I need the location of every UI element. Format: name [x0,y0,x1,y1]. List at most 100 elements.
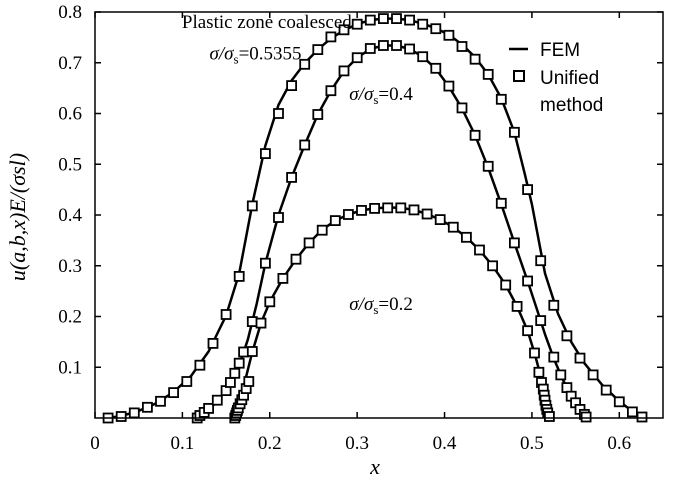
unified-marker [224,377,236,388]
text-layer: 0 0.1 0.2 0.3 0.4 0.5 0.6 0.1 0.2 0.3 0.4 0.5 0.6 0.7… [5,2,631,479]
unified-marker [460,231,472,243]
unified-marker [391,13,402,25]
unified-marker [364,43,376,54]
unified-marker [487,260,499,272]
unified-marker [469,53,481,65]
unified-marker [434,214,446,226]
unified-marker [482,69,494,80]
unified-marker [600,384,612,396]
unified-marker [316,224,328,236]
unified-marker [246,316,258,328]
unified-marker [299,58,311,70]
unified-marker [417,51,429,63]
unified-marker [511,300,523,312]
unified-marker [364,14,376,26]
unified-marker [325,31,337,43]
unified-marker [286,80,298,91]
unified-marker [495,93,507,105]
annotation-2: σ/σs=0.4 [349,84,413,107]
unified-marker [207,337,219,349]
unified-marker [404,43,416,55]
unified-marker [522,184,533,196]
unified-marker [141,401,153,413]
unified-marker [259,257,271,269]
unified-marker [356,204,367,216]
x-tick-label: 0.1 [171,433,195,454]
unified-marker [233,357,245,369]
unified-marker [408,204,420,216]
unified-marker [233,270,245,282]
x-axis-label: x [369,454,380,479]
unified-marker [522,275,533,287]
unified-marker [391,40,402,51]
unified-marker [369,202,381,214]
unified-marker [377,40,389,51]
unified-marker [273,108,284,119]
unified-marker [613,396,625,408]
plot-frame [94,11,664,419]
unified-marker [229,367,241,379]
unified-marker [351,18,363,30]
unified-marker [299,139,311,151]
unified-marker [338,24,350,36]
unified-marker [246,200,258,212]
unified-marker [535,315,547,327]
legend-marker-swatch [513,70,525,82]
unified-marker [430,23,442,35]
legend-label-unified: Unified method [540,68,604,116]
fem-line [107,17,643,420]
unified-marker [312,44,324,55]
x-tick-label: 0.2 [258,433,282,454]
unified-marker [443,80,455,92]
unified-marker [404,14,416,26]
unified-marker [533,366,545,378]
unified-marker [211,394,223,406]
unified-marker [500,279,512,291]
unified-marker [382,202,394,214]
unified-marker [548,299,560,311]
y-tick-label: 0.4 [58,205,82,226]
x-tick-label: 0.4 [433,433,457,454]
unified-marker [456,41,468,52]
unified-marker [203,402,215,414]
legend: FEM Unified method [509,40,604,116]
unified-marker [417,18,429,30]
unified-marker [238,346,250,358]
unified-marker [548,351,560,363]
y-tick-label: 0.6 [58,104,82,125]
unified-marker [255,317,267,329]
y-tick-label: 0.1 [58,357,82,378]
unified-marker [246,346,258,357]
unified-marker [580,411,592,423]
unified-marker [561,382,573,394]
unified-marker [508,237,520,249]
unified-marker [194,359,206,371]
unified-marker [220,309,232,320]
unified-marker [303,237,315,249]
x-tick-label: 0.6 [607,433,631,454]
unified-marker [325,85,337,97]
unified-marker [115,411,127,422]
unified-marker [555,369,567,381]
annotation-0: Plastic zone coalesced [182,12,352,33]
series-0.2 [229,202,555,424]
unified-marker [273,212,284,223]
y-tick-label: 0.3 [58,256,82,277]
unified-marker [338,65,350,77]
unified-marker [430,62,442,74]
unified-marker [277,272,289,284]
y-tick-label: 0.7 [58,53,82,74]
unified-marker [469,129,481,141]
unified-marker [627,406,638,418]
unified-marker [342,209,354,220]
annotation-3: σ/σs=0.2 [349,294,413,317]
unified-marker [286,171,298,183]
x-tick-label: 0 [90,433,100,454]
y-tick-label: 0.2 [58,307,82,328]
unified-marker [290,253,302,265]
unified-marker [312,109,324,120]
unified-marker [544,411,555,422]
y-tick-label: 0.8 [58,2,82,23]
unified-marker [377,13,389,25]
